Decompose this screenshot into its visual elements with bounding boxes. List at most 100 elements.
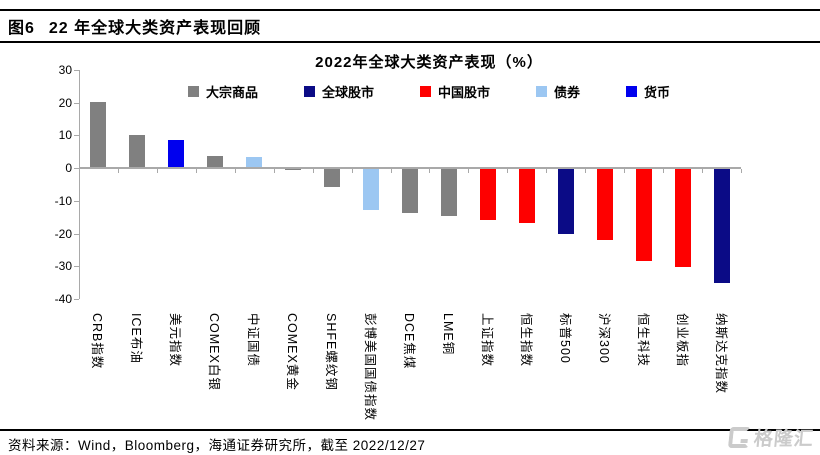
x-axis-label: DCE焦煤 (402, 313, 416, 370)
y-axis-tick-label: -30 (54, 259, 72, 273)
legend-swatch-icon (187, 86, 199, 97)
x-axis-tick (118, 169, 119, 173)
y-axis-line (79, 70, 80, 299)
x-axis-tick (196, 169, 197, 173)
bar-创业板指 (675, 169, 691, 267)
x-axis-tick (429, 169, 430, 173)
x-axis-tick (663, 169, 664, 173)
y-axis-tick-label: 30 (58, 63, 72, 77)
legend-label: 货币 (644, 85, 671, 100)
y-axis-tick-label: 10 (58, 128, 72, 142)
legend-label: 大宗商品 (205, 85, 258, 100)
x-axis-tick (702, 169, 703, 173)
x-axis-tick (507, 169, 508, 173)
bar-ICE布油 (129, 135, 145, 167)
x-axis-label: 恒生指数 (519, 313, 533, 368)
legend-swatch-icon (536, 86, 547, 97)
legend-label: 全球股市 (321, 85, 374, 100)
legend-item: 货币 (626, 82, 670, 101)
x-axis-label: 标普500 (558, 313, 572, 364)
chart-legend: 大宗商品 全球股市 中国股市 债券 货币 (79, 82, 779, 101)
x-axis-tick (468, 169, 469, 173)
x-axis-labels: CRB指数 ICE布油 美元指数 COMEX白银 中证国债 COMEX黄金 SHFE螺纹钢 彭… (79, 313, 741, 433)
bar-中证国债 (246, 157, 262, 167)
x-axis-label: 中证国债 (246, 313, 260, 368)
legend-swatch-icon (303, 86, 315, 97)
x-axis-tick (352, 169, 353, 173)
x-axis-tick (235, 169, 236, 173)
bar-纳斯达克指数 (714, 169, 730, 283)
legend-item: 中国股市 (419, 82, 490, 101)
y-axis-tick-label: -20 (54, 227, 72, 241)
chart-plot-area: 30 20 10 0 -10 -20 -30 -40 (55, 64, 742, 305)
y-axis-tick-label: 20 (58, 96, 72, 110)
legend-label: 债券 (554, 85, 581, 100)
y-axis-tick (74, 168, 79, 169)
legend-label: 中国股市 (437, 85, 490, 100)
legend-item: 债券 (536, 82, 580, 101)
gelonghui-watermark: 格隆汇 (727, 424, 816, 451)
bar-COMEX白银 (207, 156, 223, 167)
footer-rule (0, 429, 820, 431)
source-note: 资料来源：Wind，Bloomberg，海通证券研究所，截至 2022/12/2… (8, 438, 426, 453)
bar-恒生科技 (636, 169, 652, 261)
bar-LME铜 (441, 169, 457, 216)
x-axis-label: 恒生科技 (636, 313, 650, 368)
x-axis-label: LME铜 (441, 313, 455, 356)
bar-标普500 (558, 169, 574, 234)
header-divider-rule (0, 41, 820, 43)
x-axis-tick (79, 169, 80, 173)
x-axis-line (79, 167, 741, 169)
figure-header: 图6 22 年全球大类资产表现回顾 (8, 14, 261, 38)
x-axis-label: 纳斯达克指数 (714, 313, 728, 395)
bar-COMEX黄金 (285, 169, 301, 170)
gelonghui-logo-icon (727, 427, 752, 448)
legend-swatch-icon (419, 86, 431, 97)
x-axis-tick (546, 169, 547, 173)
bar-DCE焦煤 (402, 169, 418, 213)
x-axis-label: 彭博美国国债指数 (363, 313, 377, 422)
y-axis-tick (74, 266, 79, 267)
x-axis-label: COMEX黄金 (285, 313, 299, 391)
chart-title: 2022年全球大类资产表现（%） (315, 54, 543, 71)
bar-SHFE螺纹钢 (324, 169, 340, 187)
top-rule (0, 9, 820, 11)
x-axis-tick (157, 169, 158, 173)
bar-上证指数 (480, 169, 496, 220)
y-axis-tick (74, 103, 79, 104)
x-axis-tick (624, 169, 625, 173)
y-axis-tick (74, 70, 79, 71)
y-axis-tick-label: -40 (54, 292, 72, 306)
y-axis-tick (74, 234, 79, 235)
y-axis-tick-label: -10 (54, 194, 72, 208)
x-axis-label: COMEX白银 (207, 313, 221, 391)
x-axis-label: ICE布油 (129, 313, 143, 364)
legend-item: 大宗商品 (187, 82, 258, 101)
x-axis-label: 上证指数 (480, 313, 494, 368)
figure-title: 22 年全球大类资产表现回顾 (48, 20, 262, 37)
x-axis-label: 美元指数 (168, 313, 182, 368)
legend-swatch-icon (626, 86, 638, 97)
x-axis-tick (585, 169, 586, 173)
x-axis-tick (274, 169, 275, 173)
x-axis-label: 创业板指 (675, 313, 689, 368)
bar-恒生指数 (519, 169, 535, 223)
y-axis-tick (74, 299, 79, 300)
x-axis-tick (391, 169, 392, 173)
bar-彭博美国国债指数 (363, 169, 379, 210)
bar-沪深300 (597, 169, 613, 240)
bar-CRB指数 (90, 102, 106, 167)
x-axis-label: 沪深300 (597, 313, 611, 364)
bar-美元指数 (168, 140, 184, 167)
x-axis-tick (313, 169, 314, 173)
y-axis-tick (74, 201, 79, 202)
x-axis-tick (741, 169, 742, 173)
x-axis-label: SHFE螺纹钢 (324, 313, 338, 391)
y-axis-tick-label: 0 (65, 161, 72, 175)
legend-item: 全球股市 (303, 82, 374, 101)
x-axis-label: CRB指数 (90, 313, 104, 370)
figure-number: 图6 (8, 20, 35, 37)
y-axis-tick (74, 135, 79, 136)
gelonghui-watermark-text: 格隆汇 (752, 429, 815, 450)
